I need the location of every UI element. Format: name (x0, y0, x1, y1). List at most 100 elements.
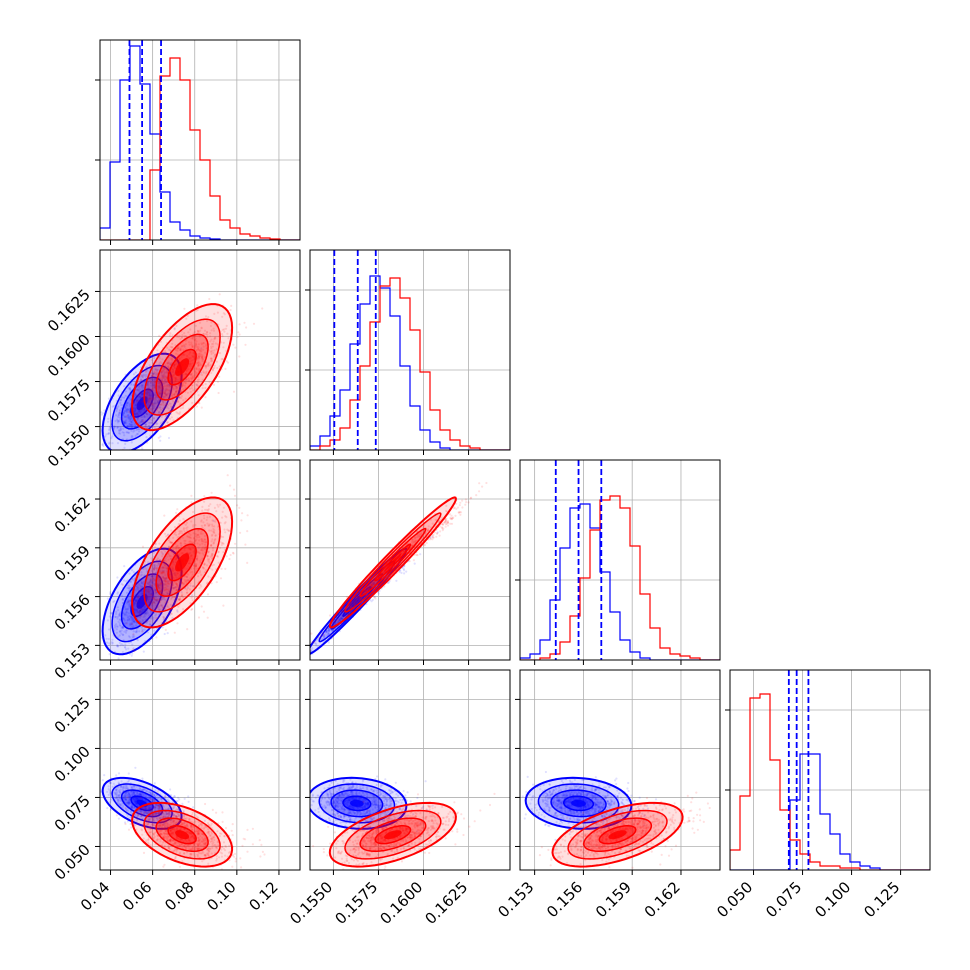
scatter-point (154, 367, 157, 370)
scatter-point (182, 583, 185, 586)
scatter-point (130, 578, 133, 581)
scatter-point (200, 355, 204, 358)
scatter-point (139, 410, 142, 413)
scatter-point (128, 587, 131, 590)
scatter-point (152, 618, 155, 621)
scatter-point (122, 611, 125, 614)
scatter-point (120, 594, 124, 597)
scatter-point (152, 373, 155, 376)
scatter-point (140, 571, 143, 574)
scatter-point (124, 394, 127, 397)
scatter-point (119, 428, 122, 432)
scatter-point (174, 378, 177, 381)
scatter-point (153, 422, 156, 425)
scatter-point (200, 540, 203, 543)
scatter-point (144, 612, 147, 615)
scatter-point (131, 623, 134, 626)
scatter-point (158, 410, 161, 414)
scatter-point (226, 361, 230, 364)
scatter-point (140, 581, 143, 584)
scatter-point (178, 553, 181, 556)
scatter-point (117, 609, 120, 612)
scatter-point (185, 354, 188, 357)
scatter-point (128, 618, 131, 621)
scatter-point (155, 402, 158, 405)
scatter-point (152, 563, 155, 567)
scatter-point (114, 615, 117, 619)
scatter-point (135, 388, 139, 391)
scatter-point (150, 404, 154, 407)
scatter-point (145, 415, 148, 418)
scatter-point (170, 392, 173, 395)
scatter-point (144, 392, 147, 395)
scatter-point (174, 390, 178, 393)
scatter-point (90, 629, 92, 631)
scatter-point (183, 334, 186, 338)
scatter-point (117, 394, 120, 397)
scatter-point (221, 335, 224, 338)
scatter-point (178, 357, 181, 360)
scatter-point (189, 390, 192, 393)
scatter-point (137, 586, 140, 589)
scatter-point (151, 581, 154, 585)
scatter-point (161, 375, 164, 378)
scatter-point (174, 571, 177, 574)
scatter-point (124, 646, 127, 649)
scatter-point (153, 579, 156, 582)
scatter-point (115, 414, 118, 417)
scatter-point (167, 436, 171, 440)
scatter-point (114, 624, 117, 627)
scatter-point (128, 617, 131, 620)
density-contour-0 (130, 585, 154, 618)
scatter-point (125, 416, 128, 419)
scatter-point (161, 597, 164, 600)
scatter-point (151, 580, 154, 583)
scatter-point (159, 411, 162, 414)
scatter-point (195, 383, 198, 386)
scatter-point (162, 566, 165, 569)
scatter-point (128, 636, 131, 639)
scatter-point (122, 644, 125, 647)
scatter-point (143, 628, 146, 631)
scatter-point (169, 379, 172, 382)
scatter-point (130, 419, 133, 422)
scatter-point (198, 349, 201, 352)
scatter-point (246, 561, 249, 565)
scatter-point (153, 600, 156, 603)
scatter-point (195, 557, 198, 561)
scatter-point (145, 396, 148, 399)
scatter-point (123, 565, 126, 568)
scatter-point (457, 511, 460, 514)
scatter-point (119, 618, 122, 621)
scatter-point (139, 428, 142, 431)
scatter-point (157, 400, 160, 404)
scatter-point (127, 584, 131, 588)
scatter-point (172, 587, 175, 590)
scatter-point (133, 610, 136, 613)
scatter-point (129, 388, 132, 391)
scatter-point (173, 393, 176, 396)
scatter-point (224, 567, 227, 571)
scatter-point (121, 598, 124, 601)
scatter-point (150, 579, 153, 582)
scatter-point (140, 416, 143, 419)
scatter-point (118, 409, 122, 412)
scatter-point (178, 360, 181, 363)
scatter-point (166, 592, 169, 596)
scatter-point (178, 391, 181, 394)
scatter-point (97, 618, 99, 620)
scatter-point (209, 324, 212, 328)
scatter-point (115, 409, 118, 413)
scatter-point (232, 488, 236, 491)
scatter-point (161, 385, 164, 388)
scatter-point (111, 642, 114, 646)
scatter-point (444, 525, 447, 528)
scatter-point (295, 663, 297, 665)
scatter-point (123, 579, 126, 582)
scatter-point (139, 584, 142, 588)
scatter-point (150, 419, 154, 422)
scatter-point (144, 369, 147, 372)
scatter-point (142, 605, 146, 609)
scatter-point (158, 398, 161, 401)
scatter-point (216, 343, 219, 346)
